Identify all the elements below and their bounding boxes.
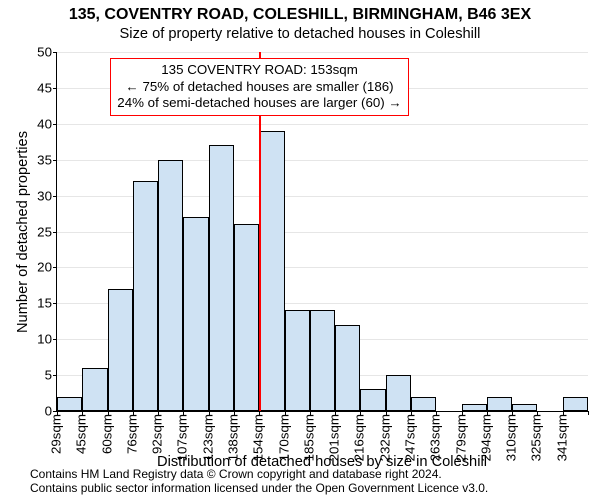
- y-tick: [53, 267, 57, 268]
- y-tick: [53, 124, 57, 125]
- x-tick-label: 76sqm: [124, 414, 139, 454]
- histogram-bar: [411, 397, 436, 411]
- x-tick-label: 216sqm: [352, 414, 367, 461]
- page-title: 135, COVENTRY ROAD, COLESHILL, BIRMINGHA…: [0, 6, 600, 24]
- y-tick-label: 35: [37, 152, 52, 167]
- x-tick-label: 279sqm: [453, 414, 468, 461]
- histogram-bar: [310, 310, 335, 411]
- y-tick-label: 15: [37, 296, 52, 311]
- y-axis-label-container: Number of detached properties: [16, 52, 30, 412]
- y-tick: [53, 196, 57, 197]
- x-tick-label: 138sqm: [226, 414, 241, 461]
- x-tick-label: 263sqm: [428, 414, 443, 461]
- histogram-bar: [133, 181, 158, 411]
- histogram-bar: [108, 289, 133, 411]
- histogram-bar: [335, 325, 360, 411]
- histogram-bar: [512, 404, 537, 411]
- x-tick-label: 154sqm: [251, 414, 266, 461]
- histogram-bar: [563, 397, 588, 411]
- y-tick: [53, 375, 57, 376]
- y-tick-label: 50: [37, 45, 52, 60]
- histogram-bar: [360, 389, 385, 411]
- x-tick-label: 185sqm: [301, 414, 316, 461]
- histogram-bar: [234, 224, 259, 411]
- y-tick: [53, 52, 57, 53]
- annotation-box: 135 COVENTRY ROAD: 153sqm← 75% of detach…: [110, 58, 408, 116]
- y-axis-label: Number of detached properties: [15, 131, 31, 333]
- x-tick-label: 92sqm: [150, 414, 165, 454]
- credit-text: Contains HM Land Registry data © Crown c…: [30, 468, 590, 496]
- y-tick: [53, 232, 57, 233]
- y-tick: [53, 339, 57, 340]
- x-tick-label: 45sqm: [74, 414, 89, 454]
- y-tick-label: 30: [37, 188, 52, 203]
- histogram-bar: [386, 375, 411, 411]
- page-subtitle: Size of property relative to detached ho…: [0, 26, 600, 42]
- histogram-bar: [82, 368, 107, 411]
- x-tick-label: 310sqm: [504, 414, 519, 461]
- y-tick: [53, 88, 57, 89]
- y-tick-label: 25: [37, 224, 52, 239]
- y-tick-label: 20: [37, 260, 52, 275]
- x-tick-label: 232sqm: [377, 414, 392, 461]
- y-tick-label: 40: [37, 116, 52, 131]
- y-tick: [53, 303, 57, 304]
- credit-line-2: Contains public sector information licen…: [30, 482, 590, 496]
- histogram-bar: [462, 404, 487, 411]
- x-tick: [588, 411, 589, 415]
- x-tick-label: 123sqm: [200, 414, 215, 461]
- annotation-line: 24% of semi-detached houses are larger (…: [117, 95, 401, 112]
- gridline: [57, 124, 588, 125]
- gridline: [57, 160, 588, 161]
- histogram-bar: [183, 217, 208, 411]
- annotation-line: 135 COVENTRY ROAD: 153sqm: [117, 62, 401, 79]
- x-tick-label: 341sqm: [554, 414, 569, 461]
- histogram-bar: [209, 145, 234, 411]
- gridline: [57, 52, 588, 53]
- histogram-bar: [259, 131, 284, 411]
- y-tick-label: 10: [37, 332, 52, 347]
- histogram-plot: 135 COVENTRY ROAD: 153sqm← 75% of detach…: [56, 52, 588, 412]
- y-tick-label: 45: [37, 80, 52, 95]
- histogram-bar: [158, 160, 183, 411]
- y-tick-label: 5: [45, 368, 52, 383]
- histogram-bar: [57, 397, 82, 411]
- x-tick-label: 60sqm: [99, 414, 114, 454]
- x-tick-label: 29sqm: [49, 414, 64, 454]
- annotation-line: ← 75% of detached houses are smaller (18…: [117, 79, 401, 96]
- x-tick-label: 201sqm: [327, 414, 342, 461]
- x-tick-label: 294sqm: [478, 414, 493, 461]
- x-tick-label: 247sqm: [403, 414, 418, 461]
- histogram-bar: [285, 310, 310, 411]
- y-tick: [53, 160, 57, 161]
- histogram-bar: [487, 397, 512, 411]
- credit-line-1: Contains HM Land Registry data © Crown c…: [30, 468, 590, 482]
- x-tick-label: 325sqm: [529, 414, 544, 461]
- x-tick-label: 107sqm: [175, 414, 190, 461]
- x-tick-label: 170sqm: [276, 414, 291, 461]
